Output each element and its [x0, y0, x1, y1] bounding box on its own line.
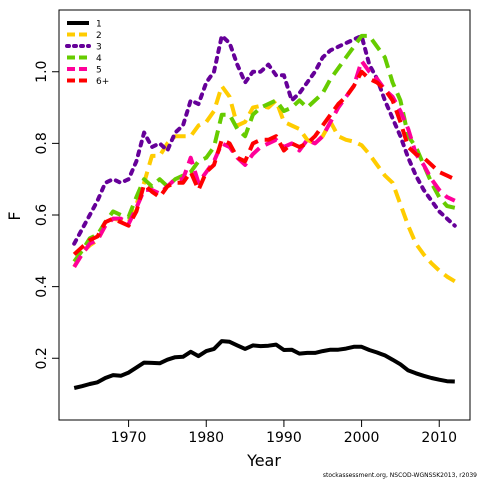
legend-label-5: 5 — [96, 66, 102, 76]
series-line-4 — [72, 33, 456, 263]
y-axis-label: F — [5, 211, 24, 220]
y-tick-label: 0.2 — [34, 347, 50, 369]
y-tick-label: 1.0 — [34, 61, 50, 83]
x-tick-label: 1990 — [266, 430, 302, 446]
series-line-3 — [72, 33, 457, 246]
y-tick-label: 0.8 — [34, 132, 50, 154]
x-tick-label: 2010 — [421, 430, 457, 446]
x-axis: 1970 1980 1990 2000 2010 — [58, 71, 457, 446]
series-line-6 — [72, 69, 456, 256]
legend-label-4: 4 — [96, 54, 102, 64]
legend-label-1: 1 — [96, 20, 102, 30]
footnote: stockassessment.org, NSCOD-WGNSSK2013, r… — [323, 472, 477, 479]
legend-label-3: 3 — [96, 43, 102, 53]
x-tick-label: 2000 — [344, 430, 380, 446]
y-tick-label: 0.4 — [34, 275, 50, 297]
x-tick-label: 1980 — [188, 430, 224, 446]
y-axis: 0.2 0.4 0.6 0.8 1.0 — [34, 61, 59, 369]
series-layer — [72, 33, 457, 390]
legend-label-2: 2 — [96, 31, 102, 41]
y-tick-label: 0.6 — [34, 204, 50, 226]
series-line-1 — [73, 339, 455, 390]
legend-label-6: 6+ — [96, 77, 109, 87]
legend: 12 34 56+ — [65, 20, 109, 87]
x-tick-label: 1970 — [111, 430, 147, 446]
x-axis-label: Year — [246, 451, 281, 470]
